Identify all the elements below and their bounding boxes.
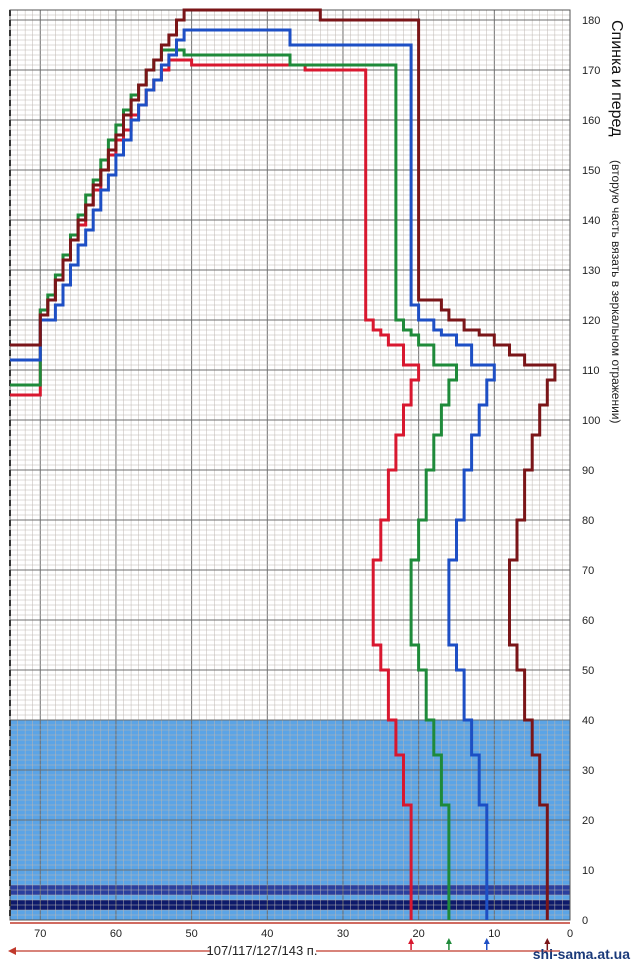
caption-arrow-head <box>8 947 16 955</box>
y-tick-label: 20 <box>582 815 594 827</box>
y-tick-label: 10 <box>582 865 594 877</box>
y-tick-label: 140 <box>582 215 600 227</box>
x-tick-label: 60 <box>110 928 122 940</box>
chart-note: (вторую часть вязать в зеркальном отраже… <box>609 160 623 424</box>
x-tick-label: 40 <box>261 928 273 940</box>
x-tick-label: 30 <box>337 928 349 940</box>
y-tick-label: 90 <box>582 465 594 477</box>
y-tick-label: 0 <box>582 915 588 927</box>
chart-title: Спинка и перед <box>608 20 625 137</box>
chart-grid <box>9 9 571 921</box>
outline-size3 <box>10 28 496 920</box>
y-tick-label: 130 <box>582 265 600 277</box>
watermark: shi-sama.at.ua <box>532 946 630 962</box>
x-tick-label: 50 <box>185 928 197 940</box>
bottom-arrows <box>8 938 560 955</box>
y-tick-label: 170 <box>582 65 600 77</box>
y-tick-label: 30 <box>582 765 594 777</box>
stitch-arrow-head <box>445 938 452 944</box>
stitch-arrow-head <box>544 938 551 944</box>
stitch-caption: 107/117/127/143 п. <box>207 943 318 958</box>
y-tick-label: 110 <box>582 365 600 377</box>
side-title-group: Спинка и перед (вторую часть вязать в зе… <box>608 20 625 424</box>
y-tick-label: 150 <box>582 165 600 177</box>
y-tick-label: 180 <box>582 15 600 27</box>
size-outlines <box>10 8 557 920</box>
stitch-arrow-head <box>408 938 415 944</box>
y-tick-label: 100 <box>582 415 600 427</box>
y-tick-label: 80 <box>582 515 594 527</box>
chart-axes: 70 60 50 40 30 20 10 00102030405060708090100110… <box>10 15 600 940</box>
outline-size4 <box>10 8 557 920</box>
outline-size1 <box>10 58 421 920</box>
y-tick-label: 40 <box>582 715 594 727</box>
y-tick-label: 60 <box>582 615 594 627</box>
outline-size2 <box>10 48 458 920</box>
stitch-arrow-head <box>483 938 490 944</box>
x-tick-label: 0 <box>567 928 573 940</box>
y-tick-label: 50 <box>582 665 594 677</box>
x-tick-label: 10 <box>488 928 500 940</box>
caption-group: 107/117/127/143 п. <box>207 943 318 958</box>
y-tick-label: 70 <box>582 565 594 577</box>
y-tick-label: 120 <box>582 315 600 327</box>
y-tick-label: 160 <box>582 115 600 127</box>
x-tick-label: 20 <box>413 928 425 940</box>
x-tick-label: 70 <box>34 928 46 940</box>
